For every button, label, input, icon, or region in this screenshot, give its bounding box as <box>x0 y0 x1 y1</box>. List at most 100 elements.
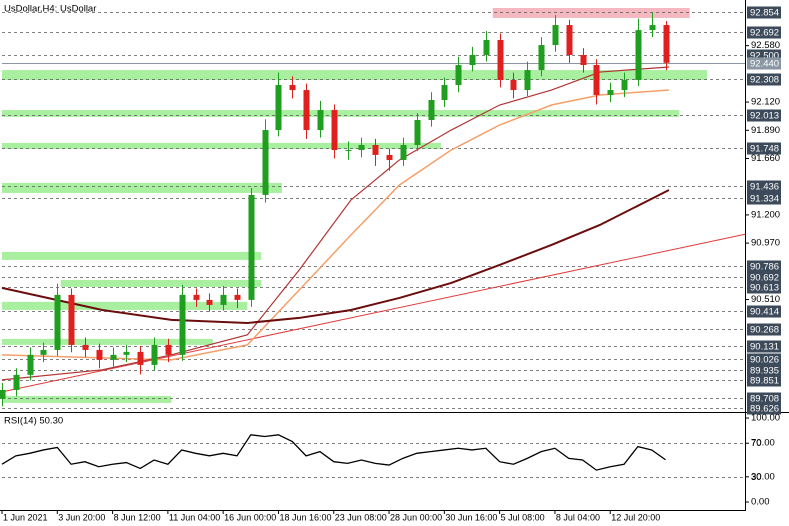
level-label: 70 <box>751 438 762 449</box>
candle-body <box>607 90 614 95</box>
candle-body <box>110 354 117 360</box>
level-label: 90.026 <box>750 355 779 366</box>
candle-body <box>96 349 103 360</box>
level-label: 90.268 <box>750 325 779 336</box>
indicator-line <box>1 434 666 471</box>
candle-body <box>441 85 448 100</box>
level-label-box <box>747 260 781 273</box>
indicator-line <box>1 89 670 361</box>
candle-body <box>193 294 200 300</box>
rsi-title: RSI(14) 50.30 <box>4 416 63 427</box>
candle-body <box>248 194 255 300</box>
level-label: 92.692 <box>750 28 779 39</box>
zone <box>60 279 262 287</box>
zone <box>2 301 248 310</box>
level-label-box <box>747 281 781 294</box>
last-price-label: 92.440 <box>750 59 779 70</box>
level-label: 92.308 <box>750 75 779 86</box>
y-tick-label: 91.890 <box>751 125 780 136</box>
candle-body <box>635 30 642 81</box>
candle-body <box>165 344 172 355</box>
x-tick-label: 23 Jun 08:00 <box>335 512 387 522</box>
candle-body <box>455 65 462 86</box>
y-tick-label: 91.660 <box>751 153 780 164</box>
indicator-line <box>1 66 670 381</box>
candle-body <box>0 389 6 399</box>
y-tick-label: 90.970 <box>751 238 780 249</box>
candle-body <box>82 344 89 350</box>
level-label-box <box>747 180 781 193</box>
y-tick-label: 30.00 <box>751 471 775 482</box>
level-label: 90.786 <box>750 262 779 273</box>
level-label: 89.708 <box>750 394 779 405</box>
candle-body <box>400 145 407 160</box>
candle-body <box>428 99 435 120</box>
level-label: 30 <box>751 472 762 483</box>
level-label-box <box>747 109 781 122</box>
candle-body <box>358 145 365 151</box>
candle-body <box>27 354 34 375</box>
level-label: 90.414 <box>750 307 779 318</box>
candle-body <box>303 90 310 131</box>
candle-body <box>13 374 20 390</box>
candle-body <box>469 54 476 66</box>
y-tick-label: 100.00 <box>751 413 780 424</box>
candle-body <box>372 145 379 155</box>
candle-body <box>262 130 269 195</box>
candle-body <box>663 25 670 63</box>
candle-body <box>220 294 227 305</box>
x-tick-label: 8 Jun 12:00 <box>114 512 161 522</box>
candle-body <box>538 45 545 71</box>
level-label-box <box>747 374 781 387</box>
candle-body <box>234 294 241 300</box>
x-tick-label: 5 Jul 08:00 <box>501 512 545 522</box>
level-label-box <box>747 323 781 336</box>
candle-body <box>179 294 186 355</box>
candle-body <box>483 40 490 55</box>
level-label-box <box>747 142 781 155</box>
level-label-box <box>747 364 781 377</box>
level-label-box <box>747 271 781 284</box>
level-label: 92.500 <box>750 51 779 62</box>
plot-area <box>0 8 746 478</box>
level-label: 89.935 <box>750 366 779 377</box>
candle-body <box>386 154 393 160</box>
x-tick-label: 8 Jul 04:00 <box>556 512 600 522</box>
level-label-box <box>747 392 781 405</box>
candle-body <box>552 25 559 46</box>
zone <box>2 70 707 81</box>
level-label: 90.131 <box>750 342 779 353</box>
level-label-box <box>747 353 781 366</box>
candle-body <box>593 65 600 95</box>
level-label-box <box>747 73 781 86</box>
y-tick-label: 90.510 <box>751 294 780 305</box>
x-tick-label: 16 Jun 00:00 <box>224 512 276 522</box>
candle-body <box>40 349 47 355</box>
candle-body <box>345 150 352 152</box>
zone <box>2 251 262 260</box>
level-label: 90.613 <box>750 283 779 294</box>
zone <box>492 8 690 18</box>
x-tick-label: 11 Jun 04:00 <box>169 512 220 522</box>
candle-body <box>151 344 158 365</box>
x-tick-label: 30 Jun 16:00 <box>445 512 497 522</box>
level-label: 89.851 <box>750 376 779 387</box>
level-label-box <box>747 402 781 415</box>
x-tick-label: 12 Jul 20:00 <box>611 512 660 522</box>
level-label: 91.748 <box>750 144 779 155</box>
level-label-box <box>747 192 781 205</box>
x-tick-label: 28 Jun 00:00 <box>390 512 442 522</box>
candle-body <box>275 85 282 131</box>
candle-body <box>621 80 628 91</box>
level-label: 91.436 <box>750 182 779 193</box>
candle-body <box>649 25 656 31</box>
candle-body <box>68 294 75 345</box>
x-tick-label: 18 Jun 16:00 <box>279 512 331 522</box>
level-label: 91.334 <box>750 194 779 205</box>
level-label-box <box>747 6 781 19</box>
zone <box>2 110 680 117</box>
level-label-box <box>747 340 781 353</box>
y-tick-label: 91.200 <box>751 209 780 220</box>
